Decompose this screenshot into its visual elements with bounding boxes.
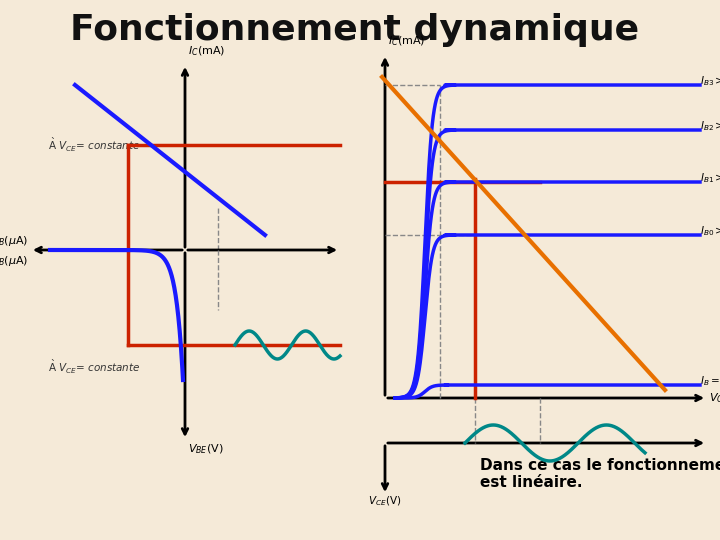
Text: Fonctionnement dynamique: Fonctionnement dynamique — [71, 13, 639, 47]
Text: $I_B=0$: $I_B=0$ — [700, 374, 720, 388]
Text: $\grave{\rm A}$ $V_{CE}$= constante: $\grave{\rm A}$ $V_{CE}$= constante — [48, 357, 140, 376]
Text: $I_C$(mA): $I_C$(mA) — [188, 44, 225, 58]
Text: Dans ce cas le fonctionnement
est linéaire.: Dans ce cas le fonctionnement est linéai… — [480, 458, 720, 490]
Text: $I_{B3}>I_{B2}$: $I_{B3}>I_{B2}$ — [700, 74, 720, 88]
Text: $V_{BE}$(V): $V_{BE}$(V) — [188, 442, 224, 456]
Text: $V_{CE}$(V): $V_{CE}$(V) — [709, 391, 720, 405]
Text: $I_{B1}>I_{B0}$: $I_{B1}>I_{B0}$ — [700, 171, 720, 185]
Text: $\grave{\rm A}$ $V_{CE}$= constante: $\grave{\rm A}$ $V_{CE}$= constante — [48, 136, 140, 154]
Text: $I_{B0}>0$: $I_{B0}>0$ — [700, 224, 720, 238]
Text: $I_C$(mA): $I_C$(mA) — [388, 34, 426, 48]
Text: $V_{CE}$(V): $V_{CE}$(V) — [369, 494, 402, 508]
Text: $I_B$($\mu$A): $I_B$($\mu$A) — [0, 254, 28, 268]
Text: $I_{B2}>I_{B1}$: $I_{B2}>I_{B1}$ — [700, 119, 720, 133]
Text: $I_B$($\mu$A): $I_B$($\mu$A) — [0, 234, 28, 248]
